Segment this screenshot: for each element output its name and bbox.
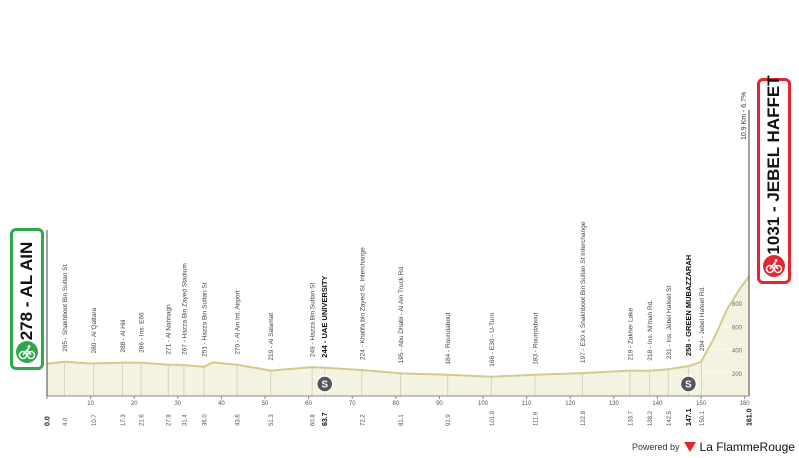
km-marker-label: 4.0 xyxy=(63,417,69,426)
km-marker-label: 81.1 xyxy=(399,414,405,426)
x-tick-label: 150 xyxy=(696,401,707,407)
km-marker-label: 91.9 xyxy=(446,414,452,426)
flamme-rouge-icon xyxy=(683,442,696,452)
km-marker-label: 17.3 xyxy=(121,414,127,426)
powered-by-text: Powered by xyxy=(632,442,680,452)
brand-name: La FlammeRouge xyxy=(699,440,795,454)
x-tick-label: 10 xyxy=(87,401,94,407)
start-name: 278 - AL AIN xyxy=(17,241,36,341)
waypoint-label: 219 - Zakher Lake xyxy=(627,307,634,360)
waypoint-label: 218 - Ins. Ni'mah Rd. xyxy=(647,300,654,361)
sprint-icon xyxy=(679,375,698,393)
cyclist-start-icon xyxy=(16,341,38,363)
km-marker-label: 101.9 xyxy=(490,410,496,426)
km-marker-label: 147.1 xyxy=(686,408,693,426)
waypoint-label: 286 - Ins. E66 xyxy=(139,312,146,353)
waypoint-label: 224 - Khalifa bin Zayed St. Interchange xyxy=(359,247,366,360)
km-marker-label: 31.4 xyxy=(182,414,188,426)
km-marker-label: 51.3 xyxy=(269,414,275,426)
x-tick-label: 130 xyxy=(609,401,620,407)
sprint-label: S xyxy=(321,380,328,391)
waypoint-label: 288 - Al Hili xyxy=(120,320,127,353)
climb-info-label: 10.9 Km - 6.7% xyxy=(741,92,748,140)
sprint-marker: S xyxy=(315,375,334,393)
x-tick-label: 20 xyxy=(131,401,138,407)
waypoint-label: 219 - Al Salamat xyxy=(268,313,275,361)
km-marker-label: 161.0 xyxy=(747,408,754,426)
waypoint-label: 183 - Roundabout xyxy=(532,313,539,365)
x-tick-label: 60 xyxy=(305,401,312,407)
profile-line xyxy=(46,275,750,378)
km-marker-label: 60.8 xyxy=(311,414,317,426)
footer-credit: Powered by La FlammeRouge xyxy=(632,440,795,454)
finish-name: 1031 - JEBEL HAFFET xyxy=(764,75,783,255)
km-marker-label: 63.7 xyxy=(322,412,329,426)
x-tick-label: 80 xyxy=(392,401,399,407)
y-tick-label: 600 xyxy=(732,325,743,331)
km-marker-label: 43.6 xyxy=(236,414,242,426)
waypoint-label: 195 - Abu Dhabi - Al Ain Truck Rd xyxy=(398,267,405,364)
km-marker-label: 138.2 xyxy=(648,410,654,426)
x-tick-label: 90 xyxy=(436,401,443,407)
km-marker-label: 36.0 xyxy=(202,414,208,426)
km-marker-label: 133.7 xyxy=(628,410,634,426)
km-marker-label: 111.9 xyxy=(533,411,539,426)
start-badge: 278 - AL AIN xyxy=(10,228,44,370)
profile-area xyxy=(47,276,749,396)
km-marker-label: 142.5 xyxy=(667,410,673,426)
waypoint-label: 197 - E30 x Shakhboot Bin Sultan St Inte… xyxy=(580,221,587,363)
waypoint-label: 271 - Al Nahhagh xyxy=(166,304,173,355)
waypoint-label: 244 - UAE UNIVERSITY xyxy=(320,276,329,358)
x-tick-label: 110 xyxy=(522,401,532,407)
km-marker-label: 27.8 xyxy=(167,414,173,426)
x-tick-label: 30 xyxy=(174,401,181,407)
sprint-marker: S xyxy=(679,375,698,393)
x-tick-label: 160 xyxy=(740,401,751,407)
waypoint-label: 280 - Al Qattara xyxy=(91,308,98,354)
sprint-icon xyxy=(315,375,334,393)
waypoint-label: 258 - GREEN MUBAZZARAH xyxy=(684,255,693,356)
km-marker-label: 122.8 xyxy=(581,410,587,426)
x-tick-label: 50 xyxy=(262,401,269,407)
km-marker-label: 72.2 xyxy=(360,414,366,426)
km-marker-label: 21.6 xyxy=(140,414,146,426)
x-tick-label: 100 xyxy=(478,401,489,407)
sprint-label: S xyxy=(685,380,692,391)
waypoint-label: 294 - Jebel Hafeet Rd. xyxy=(699,286,706,351)
cyclist-finish-icon xyxy=(763,255,785,277)
x-tick-label: 140 xyxy=(652,401,663,407)
km-marker-label: 0.0 xyxy=(45,416,52,426)
x-tick-label: 120 xyxy=(565,401,576,407)
waypoint-label: 295 - Shakhboot Bin Sultan St xyxy=(62,264,69,351)
waypoint-label: 249 - Hazza Bin Sultan St xyxy=(310,282,317,357)
finish-badge: 1031 - JEBEL HAFFET xyxy=(757,75,791,284)
y-tick-label: 800 xyxy=(732,302,743,308)
waypoint-label: 251 - Hazza Bin Sultan St xyxy=(201,282,208,357)
km-marker-label: 10.7 xyxy=(92,414,98,426)
waypoint-label: 231 - Ins. Jebel Hafeet St xyxy=(666,286,673,360)
x-tick-label: 40 xyxy=(218,401,225,407)
y-tick-label: 400 xyxy=(732,349,743,355)
waypoint-label: 166 - E30 - U-Turn xyxy=(489,312,496,366)
waypoint-label: 184 - Roundabout xyxy=(445,312,452,364)
waypoint-label: 267 - Hazza Bin Zayed Stadium xyxy=(181,263,188,355)
km-marker-label: 150.1 xyxy=(700,410,706,426)
x-tick-label: 70 xyxy=(349,401,356,407)
y-tick-label: 200 xyxy=(732,372,743,378)
waypoint-label: 270 - Al Ain Int. Airport xyxy=(235,290,242,355)
